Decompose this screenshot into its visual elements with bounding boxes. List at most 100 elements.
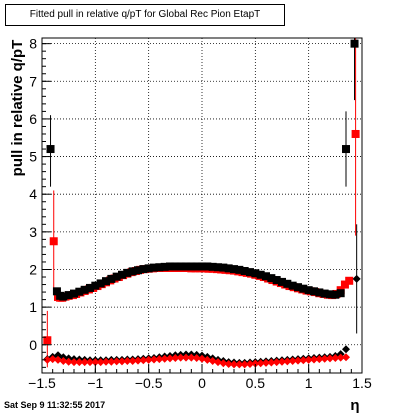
series-1-point	[320, 289, 329, 298]
series-3-point	[171, 353, 180, 362]
series-3-point	[240, 360, 249, 369]
series-0-point	[345, 276, 354, 285]
series-3-point	[230, 360, 238, 369]
series-1-point	[294, 283, 302, 292]
series-3-point	[246, 359, 254, 368]
series-3-point	[235, 360, 244, 369]
series-3-point	[80, 358, 89, 367]
series-3-point	[224, 359, 233, 368]
series-2-point	[352, 274, 361, 283]
series-1-point	[107, 274, 116, 283]
y-tick-label: 2	[29, 261, 37, 277]
series-3-point	[150, 355, 158, 364]
series-3-point	[144, 355, 153, 364]
series-3-point	[203, 355, 212, 364]
series-3-point	[182, 353, 190, 362]
series-1-point	[128, 267, 137, 276]
series-3-point	[91, 358, 100, 367]
series-3-point	[267, 358, 276, 367]
series-3-point	[320, 354, 329, 363]
series-2-point	[342, 345, 350, 354]
series-3-point	[48, 355, 57, 364]
series-3-point	[336, 353, 345, 362]
series-3-point	[176, 353, 185, 362]
series-1-point	[171, 262, 180, 271]
timestamp-footer: Sat Sep 9 11:32:55 2017	[4, 400, 106, 410]
x-axis-title: η	[350, 397, 359, 414]
x-tick-label: −1	[87, 375, 103, 391]
series-1-point	[112, 272, 121, 281]
series-1-point	[350, 39, 359, 48]
series-1-point	[187, 262, 196, 271]
series-3-point	[208, 356, 217, 365]
series-3-point	[283, 357, 292, 366]
series-3-point	[342, 353, 350, 362]
series-1-point	[326, 290, 334, 299]
series-1-point	[310, 287, 318, 296]
axis-ticks	[41, 43, 363, 373]
series-1-point	[139, 265, 148, 274]
series-1-point	[166, 262, 174, 271]
grid-lines	[42, 38, 362, 373]
series-1-point	[240, 266, 249, 275]
series-3-point	[326, 354, 334, 363]
series-1-point	[262, 272, 270, 281]
y-tick-label: 6	[29, 111, 37, 127]
series-3-point	[272, 358, 281, 367]
data-markers	[43, 39, 361, 369]
y-axis-title: pull in relative q/pT	[9, 40, 26, 177]
series-1-point	[224, 264, 233, 273]
series-3-point	[214, 358, 222, 367]
series-3-point	[102, 357, 110, 366]
series-1-point	[70, 289, 78, 298]
series-3-point	[118, 357, 126, 366]
series-3-point	[96, 358, 105, 367]
series-1-point	[208, 262, 217, 271]
x-tick-label: 1	[305, 375, 313, 391]
series-1-point	[144, 264, 153, 273]
series-1-point	[272, 276, 281, 285]
series-3-point	[192, 353, 201, 362]
series-1-point	[304, 286, 313, 295]
x-tick-label: 0.5	[246, 375, 266, 391]
y-tick-label: 1	[29, 299, 37, 315]
series-1-point	[96, 279, 105, 288]
series-1-point	[288, 281, 297, 290]
series-3-point	[134, 356, 142, 365]
series-1-point	[214, 263, 222, 272]
series-1-point	[331, 290, 340, 299]
x-tick-label: 1.5	[352, 375, 372, 391]
series-3-point	[107, 357, 116, 366]
y-tick-label: 8	[29, 36, 37, 52]
series-1-point	[118, 270, 126, 279]
series-3-point	[139, 356, 148, 365]
series-3-point	[299, 356, 308, 365]
series-1-point	[299, 284, 308, 293]
series-1-point	[192, 262, 201, 271]
series-1-point	[278, 277, 286, 286]
series-1-point	[80, 285, 89, 294]
series-0-point	[340, 280, 349, 289]
series-3-point	[198, 354, 206, 363]
series-3-point	[43, 355, 52, 364]
series-1-point	[46, 145, 55, 154]
series-3-point	[86, 358, 94, 367]
series-3-point	[160, 354, 169, 363]
y-tick-label: 5	[29, 149, 37, 165]
series-1-point	[176, 262, 185, 271]
series-1-point	[283, 279, 292, 288]
series-1-point	[235, 265, 244, 274]
series-3-point	[251, 359, 260, 368]
series-3-point	[294, 356, 302, 365]
series-3-point	[315, 355, 324, 364]
series-1-point	[203, 262, 212, 271]
series-1-point	[182, 262, 190, 271]
y-tick-label: 3	[29, 224, 37, 240]
series-3-point	[187, 353, 196, 362]
series-0-point	[49, 237, 58, 246]
series-1-point	[123, 268, 132, 277]
y-tick-labels: 0 1 2 3 4 5 6 7 8	[29, 36, 37, 353]
series-1-point	[59, 292, 68, 301]
series-3-point	[128, 356, 137, 365]
series-3-point	[54, 355, 62, 364]
